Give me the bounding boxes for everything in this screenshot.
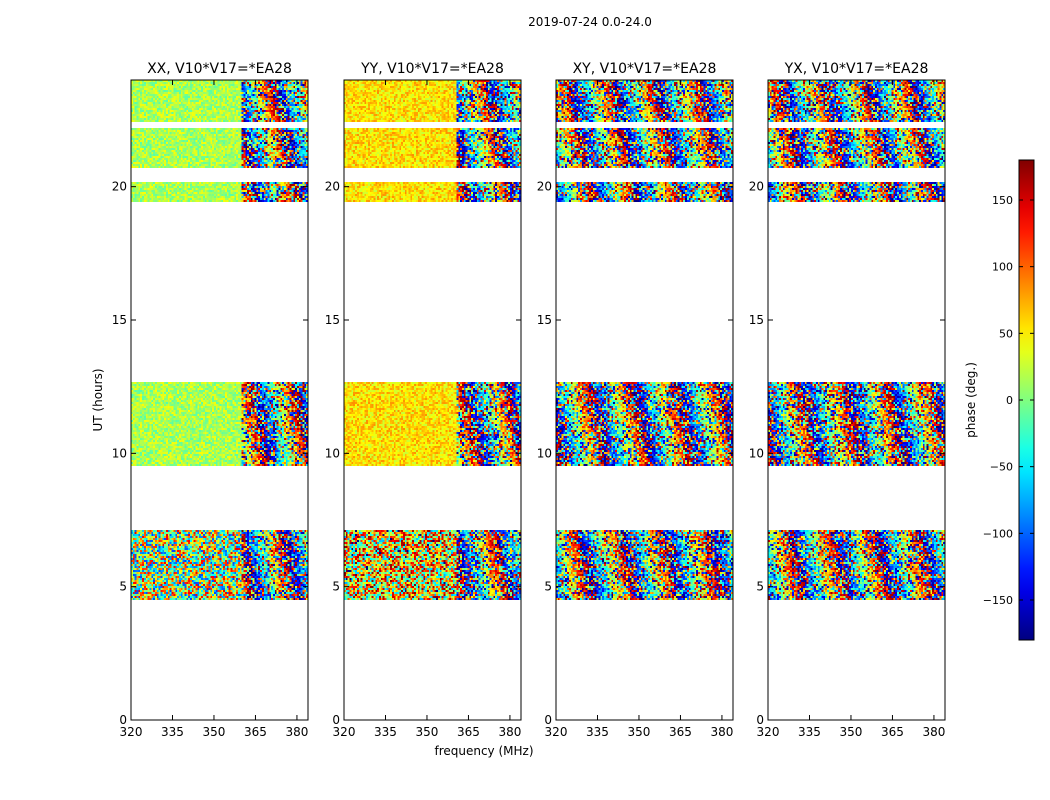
y-tick-label: 10 — [749, 446, 764, 460]
phase-heatmap — [344, 80, 521, 720]
x-tick-label: 365 — [457, 725, 480, 739]
y-tick-label: 10 — [112, 446, 127, 460]
panel-title: YY, V10*V17=*EA28 — [360, 61, 504, 77]
panel-title: XX, V10*V17=*EA28 — [147, 61, 292, 77]
colorbar-tick-label: 50 — [999, 327, 1013, 340]
colorbar-tick-label: −150 — [983, 594, 1013, 607]
y-tick-label: 20 — [112, 180, 127, 194]
y-tick-label: 20 — [325, 180, 340, 194]
y-axis-label: UT (hours) — [91, 368, 105, 431]
y-tick-label: 15 — [749, 313, 764, 327]
y-tick-label: 5 — [756, 580, 764, 594]
y-tick-label: 10 — [325, 446, 340, 460]
panel-frame — [343, 79, 522, 721]
phase-heatmap — [131, 80, 308, 720]
x-tick-label: 320 — [333, 725, 356, 739]
colorbar-tick-label: −50 — [990, 461, 1013, 474]
colorbar-tick-label: 0 — [1006, 394, 1013, 407]
panel-frame — [555, 79, 734, 721]
panel-4: YX, V10*V17=*EA28 320 335 350 365 380 0 5 10 15 20 — [749, 61, 946, 739]
x-tick-label: 320 — [120, 725, 143, 739]
panel-1: XX, V10*V17=*EA28 320 335 350 365 380 0 5 10 15 20 — [112, 61, 309, 739]
x-tick-label: 320 — [545, 725, 568, 739]
x-tick-label: 350 — [203, 725, 226, 739]
y-tick-label: 0 — [119, 713, 127, 727]
colorbar-tick-label: 150 — [992, 194, 1013, 207]
panel-frame — [767, 79, 946, 721]
panel-3: XY, V10*V17=*EA28 320 335 350 365 380 0 5 10 15 20 — [537, 61, 734, 739]
x-tick-label: 335 — [586, 725, 609, 739]
y-tick-label: 20 — [749, 180, 764, 194]
x-tick-label: 335 — [374, 725, 397, 739]
panels: XX, V10*V17=*EA28 320 335 350 365 380 0 5 10 15 20… — [112, 61, 946, 739]
x-tick-label: 335 — [161, 725, 184, 739]
panel-title: XY, V10*V17=*EA28 — [573, 61, 717, 77]
y-tick-label: 10 — [537, 446, 552, 460]
y-tick-label: 0 — [544, 713, 552, 727]
y-tick-label: 5 — [544, 580, 552, 594]
x-tick-label: 380 — [922, 725, 945, 739]
suptitle: 2019-07-24 0.0-24.0 — [528, 15, 652, 29]
colorbar: 150 100 50 0 −50 −100 −150 — [983, 159, 1035, 641]
y-tick-label: 0 — [332, 713, 340, 727]
y-tick-label: 5 — [332, 580, 340, 594]
x-tick-label: 380 — [498, 725, 521, 739]
x-tick-label: 350 — [628, 725, 651, 739]
panel-title: YX, V10*V17=*EA28 — [784, 61, 929, 77]
colorbar-tick-label: 100 — [992, 261, 1013, 274]
x-tick-label: 380 — [285, 725, 308, 739]
panel-2: YY, V10*V17=*EA28 320 335 350 365 380 0 5 10 15 20 — [325, 61, 522, 739]
x-axis-label: frequency (MHz) — [434, 744, 533, 758]
x-tick-label: 365 — [881, 725, 904, 739]
x-tick-label: 350 — [416, 725, 439, 739]
y-tick-label: 0 — [756, 713, 764, 727]
x-tick-label: 320 — [757, 725, 780, 739]
x-tick-label: 380 — [710, 725, 733, 739]
panel-frame — [130, 79, 309, 721]
phase-heatmap — [768, 80, 945, 720]
x-tick-label: 350 — [840, 725, 863, 739]
y-tick-label: 20 — [537, 180, 552, 194]
y-tick-label: 15 — [112, 313, 127, 327]
colorbar-label: phase (deg.) — [964, 362, 978, 438]
x-tick-label: 365 — [244, 725, 267, 739]
phase-heatmap — [556, 80, 733, 720]
x-tick-label: 335 — [798, 725, 821, 739]
y-tick-label: 15 — [325, 313, 340, 327]
y-tick-label: 5 — [119, 580, 127, 594]
y-tick-label: 15 — [537, 313, 552, 327]
colorbar-tick-label: −100 — [983, 527, 1013, 540]
x-tick-label: 365 — [669, 725, 692, 739]
